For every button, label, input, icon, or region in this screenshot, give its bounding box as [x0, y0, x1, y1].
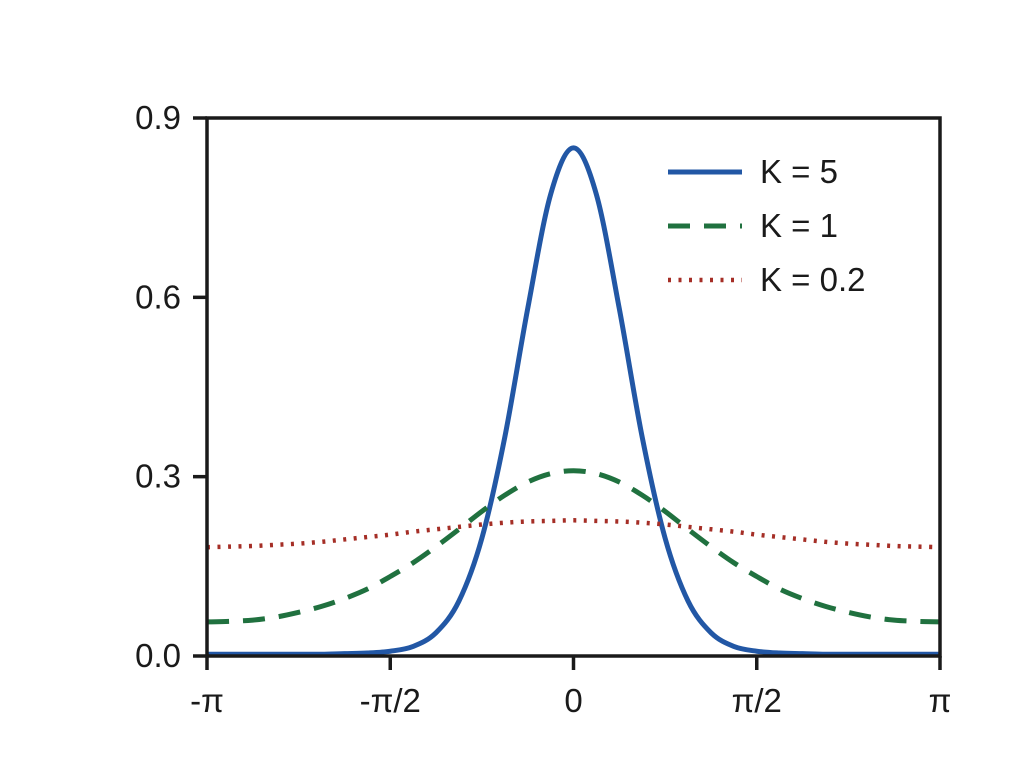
- y-tick-label: 0.9: [135, 99, 181, 136]
- series-line-2: [206, 468, 941, 625]
- x-tick-label: 0: [564, 682, 582, 719]
- y-tick-label: 0.0: [135, 637, 181, 674]
- y-tick-label: 0.6: [135, 278, 181, 315]
- legend-label: K = 0.2: [760, 261, 866, 298]
- y-tick-label: 0.3: [135, 458, 181, 495]
- legend-label: K = 1: [760, 207, 838, 244]
- x-tick-label: π/2: [732, 682, 782, 719]
- x-tick-label: -π/2: [360, 682, 421, 719]
- legend-label: K = 5: [760, 153, 838, 190]
- x-tick-label: -π: [190, 682, 224, 719]
- series-line-1: [207, 145, 940, 657]
- plot-frame: [205, 116, 942, 658]
- x-tick-label: π: [929, 682, 952, 719]
- series-line-3: [206, 518, 941, 550]
